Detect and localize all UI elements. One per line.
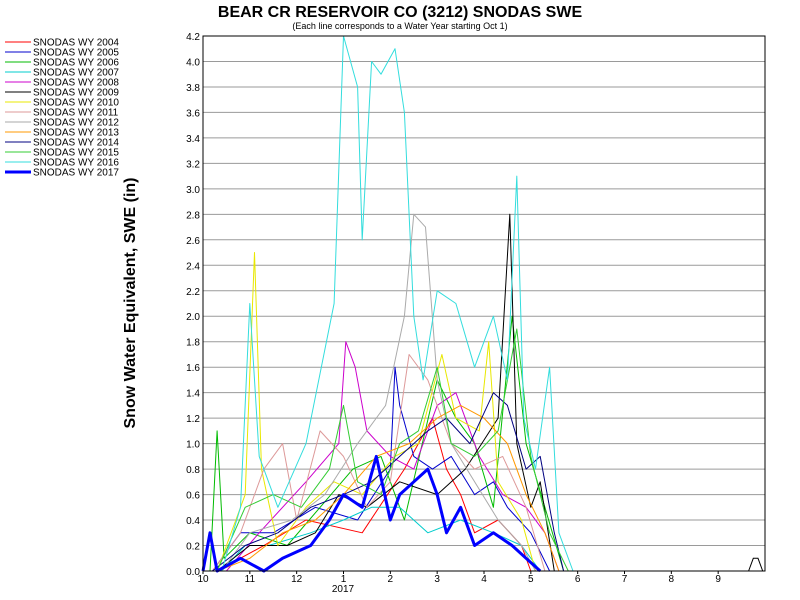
legend-entry: SNODAS WY 2005: [33, 48, 119, 59]
x-tick-label: 3: [434, 574, 440, 585]
x-tick-label: 8: [669, 574, 675, 585]
x-tick-label: 4: [481, 574, 487, 585]
y-tick-label: 1.4: [186, 389, 200, 400]
x-tick-label: 11: [245, 574, 256, 585]
legend-entry: SNODAS WY 2010: [33, 98, 119, 109]
legend-entry: SNODAS WY 2015: [33, 148, 119, 159]
y-tick-label: 3.8: [186, 83, 200, 94]
x-tick-label: 10: [197, 574, 209, 585]
series-line: [216, 252, 536, 572]
x-year-label: 2017: [332, 584, 355, 595]
y-tick-label: 3.2: [186, 159, 200, 170]
y-tick-label: 1.6: [186, 363, 200, 374]
y-tick-label: 0.0: [186, 567, 200, 578]
gridlines: [203, 35, 765, 572]
y-tick-label: 0.2: [186, 542, 200, 553]
y-tick-label: 1.8: [186, 338, 200, 349]
legend-entry: SNODAS WY 2004: [33, 38, 119, 49]
series-line: [209, 315, 565, 572]
legend-entry: SNODAS WY 2016: [33, 158, 119, 169]
plot-area: [201, 35, 764, 573]
y-tick-label: 2.0: [186, 312, 200, 323]
legend-entry: SNODAS WY 2006: [33, 58, 119, 69]
legend-entry: SNODAS WY 2008: [33, 78, 119, 89]
series-line-segment: [748, 557, 764, 572]
y-tick-label: 2.8: [186, 210, 200, 221]
legend-entry: SNODAS WY 2007: [33, 68, 119, 79]
series-line: [201, 454, 542, 573]
series-line: [212, 392, 565, 572]
plot-frame: [202, 35, 766, 572]
x-tick-labels: 10 11 12 1 2 3 4 5 6 7 8 9: [197, 571, 721, 585]
y-axis-label: Snow Water Equivalent, SWE (in): [122, 178, 139, 429]
y-tick-label: 4.2: [186, 32, 200, 43]
y-tick-label: 0.8: [186, 465, 200, 476]
x-tick-label: 7: [622, 574, 628, 585]
y-tick-label: 2.4: [186, 261, 200, 272]
y-tick-label: 3.6: [186, 108, 200, 119]
y-tick-label: 0.4: [186, 516, 200, 527]
legend-entry: SNODAS WY 2013: [33, 128, 119, 139]
chart-title: BEAR CR RESERVOIR CO (3212) SNODAS SWE: [218, 4, 583, 21]
y-tick-label: 2.2: [186, 287, 200, 298]
y-tick-label: 0.6: [186, 491, 200, 502]
y-tick-label: 2.6: [186, 236, 200, 247]
x-tick-label: 12: [291, 574, 303, 585]
series-line: [221, 213, 536, 572]
series-line: [216, 404, 560, 572]
y-tick-labels: 0.0 0.2 0.4 0.6 0.8 1.0 1.2 1.4 1.6 1.8 2.0 2.2 2.4 2…: [186, 32, 200, 578]
y-tick-label: 1.2: [186, 414, 200, 425]
chart-subtitle: (Each line corresponds to a Water Year s…: [292, 21, 507, 31]
y-tick-label: 4.0: [186, 57, 200, 68]
legend-entry: SNODAS WY 2014: [33, 138, 119, 149]
x-tick-label: 5: [528, 574, 534, 585]
legend-entry: SNODAS WY 2009: [33, 88, 119, 99]
x-tick-label: 1: [341, 574, 347, 585]
legend-entry: SNODAS WY 2017: [33, 168, 119, 179]
y-tick-label: 1.0: [186, 440, 200, 451]
legend-entry: SNODAS WY 2012: [33, 118, 119, 129]
series-line: [211, 354, 546, 572]
x-tick-label: 9: [715, 574, 721, 585]
series-line: [226, 341, 560, 572]
y-tick-label: 3.0: [186, 185, 200, 196]
x-tick-label: 2: [388, 574, 394, 585]
series-line: [216, 328, 569, 572]
series-line: [221, 35, 574, 572]
y-tick-label: 3.4: [186, 134, 200, 145]
legend-entry: SNODAS WY 2011: [33, 108, 119, 119]
x-tick-label: 6: [575, 574, 581, 585]
